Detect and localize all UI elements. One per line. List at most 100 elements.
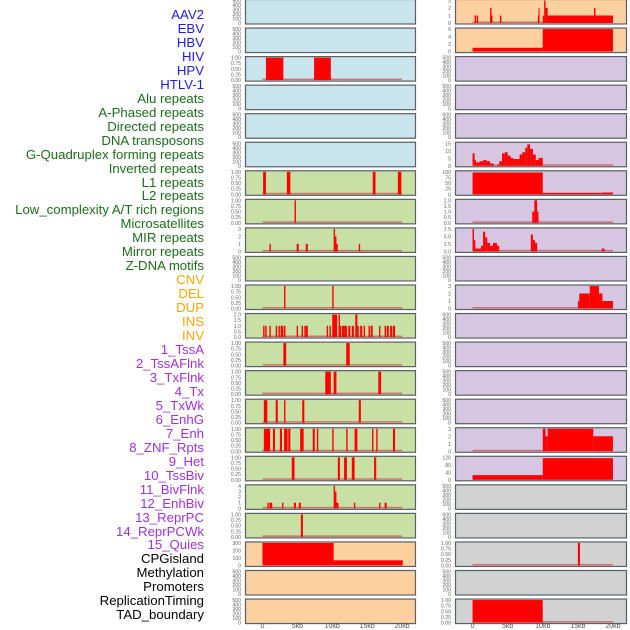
data-bar (386, 325, 389, 338)
y-tick-label: 0 (448, 78, 451, 84)
y-tick-label: 100 (442, 530, 451, 536)
y-tick-label: 2 (238, 495, 241, 501)
track-label: CPGisland (140, 551, 204, 567)
y-tick-label: 3 (238, 227, 241, 233)
data-bar (272, 428, 276, 452)
y-tick-label: 1.00 (231, 56, 241, 62)
data-bar (502, 153, 505, 166)
y-tick-label: 15 (445, 141, 451, 147)
y-tick-label: 400 (442, 60, 451, 66)
y-tick-label: 0.0 (234, 335, 241, 341)
panel-frame (244, 512, 417, 539)
data-bar (492, 242, 498, 252)
y-tick-label: 0.50 (231, 210, 241, 216)
y-tick-label: 2.5 (444, 242, 451, 248)
y-tick-label: 1.5 (444, 204, 451, 210)
data-bar (486, 161, 491, 166)
panel-frame (244, 541, 417, 568)
track-label: 2_TssAFlnk (135, 356, 204, 371)
data-bar (284, 400, 286, 423)
data-bar (519, 154, 523, 166)
y-tick-label: 0.75 (231, 432, 241, 438)
data-bar (472, 153, 475, 166)
baseline (262, 249, 403, 252)
data-bar (281, 502, 284, 509)
data-bar (278, 325, 280, 338)
y-tick-label: 0 (238, 135, 241, 141)
data-bar (497, 245, 500, 252)
baseline (262, 421, 403, 423)
track-label: 4_Tx (174, 383, 204, 399)
y-tick-label: 200 (232, 269, 241, 275)
data-bar (392, 325, 396, 338)
y-tick-label: 400 (442, 89, 451, 95)
track-panel: 0.00.51.01.52.0 (234, 313, 417, 341)
panel-frame (454, 84, 628, 111)
data-bar (497, 164, 500, 166)
y-tick-label: 0.25 (231, 72, 241, 78)
y-tick-label: 0 (448, 478, 451, 484)
y-tick-label: 500 (442, 313, 451, 319)
y-tick-label: 0.25 (231, 472, 241, 478)
y-tick-label: 300 (442, 65, 451, 71)
y-tick-label: 200 (442, 497, 451, 503)
data-bar (284, 428, 288, 452)
panel-frame (454, 198, 628, 225)
y-tick-label: 0 (238, 107, 241, 113)
data-bar (336, 502, 339, 509)
y-tick-label: 0 (448, 364, 451, 370)
track-label: 6_EnhG (155, 411, 204, 427)
panel-frame (454, 370, 628, 396)
y-tick-label: 400 (232, 146, 241, 152)
panel-frame (244, 84, 417, 111)
y-tick-label: 0 (238, 21, 241, 27)
y-tick-label: 100 (442, 502, 451, 508)
data-bar (263, 428, 271, 452)
panel-frame (454, 0, 628, 25)
data-bar (530, 234, 533, 252)
y-tick-label: 4 (238, 484, 241, 490)
y-tick-label: 0 (448, 592, 451, 598)
data-bar (296, 325, 299, 338)
data-bar (472, 47, 543, 52)
data-bar (304, 325, 306, 338)
data-bar (372, 171, 376, 195)
data-bar (370, 325, 373, 338)
y-tick-label: 100 (232, 588, 241, 594)
baseline (262, 192, 403, 195)
y-tick-label: 0 (448, 307, 451, 313)
track-panel: 0.000.250.500.751.00 (441, 598, 628, 627)
track-label: Alu repeats (137, 90, 204, 106)
track-label: DNA transposons (101, 132, 204, 148)
data-bar (351, 325, 354, 338)
y-tick-label: 0.00 (231, 421, 241, 427)
data-bar (265, 57, 284, 81)
data-bar (346, 428, 348, 452)
panel-frame (244, 569, 417, 596)
data-bar (372, 428, 374, 452)
y-tick-label: 200 (232, 126, 241, 132)
data-bar (499, 15, 502, 23)
data-bar (358, 400, 361, 423)
track-label: MIR repeats (132, 230, 204, 246)
track-panel: 01 23 (448, 427, 628, 455)
y-tick-label: 1.0 (234, 324, 241, 330)
y-tick-label: 0 (238, 50, 241, 56)
panel-frame (244, 198, 417, 225)
panel-frame (244, 255, 417, 282)
y-tick-label: 0.00 (231, 221, 241, 227)
track-label: 12_EnhBiv (140, 495, 204, 511)
y-tick-label: 0 (448, 392, 451, 398)
data-bar (329, 325, 331, 338)
track-panel: 0.000.250.500.751.00 (231, 170, 417, 198)
track-panel: 0.00.51.01.52.0 (444, 198, 628, 227)
data-bar (474, 160, 477, 166)
data-bar (532, 211, 535, 223)
data-bar (335, 491, 337, 509)
